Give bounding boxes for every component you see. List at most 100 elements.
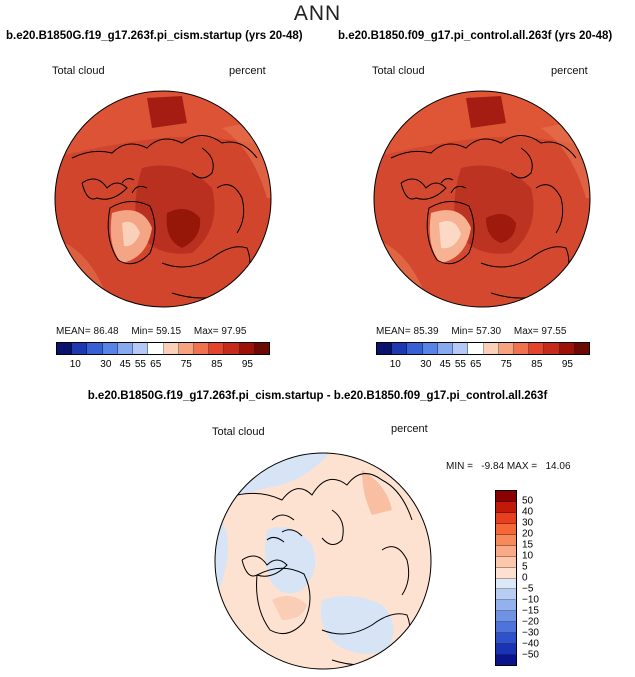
- panel-2-colorbar-tick-label: 95: [561, 359, 573, 370]
- panel-1-colorbar-segment: [57, 343, 73, 354]
- diff-map-background: [215, 453, 431, 669]
- panel-1-map-border: [54, 90, 272, 308]
- panel-2-colorbar-segment: [437, 343, 454, 354]
- diff-colorbar-tick-label: 50: [522, 495, 534, 507]
- panel-2-colorbar-segment: [544, 343, 560, 354]
- panel-1-colorbar-tick-label: 45: [119, 359, 131, 370]
- panel-2-stats: MEAN= 85.39 Min= 57.30 Max= 97.55: [376, 326, 566, 337]
- panel-1-mean-label: MEAN=: [56, 326, 91, 337]
- panel-2-min-value: 57.30: [476, 326, 502, 337]
- diff-colorbar-segment: [496, 567, 516, 579]
- panel-2-units-label: percent: [551, 65, 588, 77]
- panel-1-colorbar-tick-label: 30: [100, 359, 112, 370]
- panel-2-colorbar-tick-label: 65: [470, 359, 482, 370]
- diff-colorbar-segment: [496, 501, 516, 513]
- panel-1-colorbar-tick-label: 75: [180, 359, 192, 370]
- panel-2-colorbar-segment: [422, 343, 438, 354]
- diff-region-blue-siberia: [321, 596, 394, 654]
- panel-2-colorbar: [376, 342, 590, 355]
- diff-colorbar-segment: [496, 523, 516, 535]
- panel-1-coastlines: [71, 135, 258, 299]
- panel-2-colorbar-segment: [377, 343, 393, 354]
- panel-2-region-greenland-min: [439, 221, 461, 249]
- panel-2-colorbar-segment: [529, 343, 545, 354]
- diff-colorbar-tick-label: 0: [522, 572, 528, 584]
- panel-2-max-label: Max=: [513, 326, 539, 337]
- panel-1-stats: MEAN= 86.48 Min= 59.15 Max= 97.95: [56, 326, 246, 337]
- panel-2-colorbar-tick-label: 75: [500, 359, 512, 370]
- diff-colorbar: [495, 490, 517, 666]
- panel-2-colorbar-tick-label: 55: [454, 359, 466, 370]
- panel-1-colorbar-segment: [163, 343, 179, 354]
- panel-1-min-value: 59.15: [156, 326, 182, 337]
- diff-colorbar-tick-label: 10: [522, 550, 534, 562]
- panel-2-polar-map: [373, 90, 591, 308]
- panel-1-colorbar-tick-label: 10: [69, 359, 81, 370]
- panel-1-colorbar-segment: [178, 343, 194, 354]
- diff-minmax: MIN = -9.84 MAX = 14.06: [446, 461, 571, 472]
- panel-1-colorbar-segment: [87, 343, 103, 354]
- panel-2-colorbar-segment: [453, 343, 469, 354]
- panel-2-min-label: Min=: [451, 326, 474, 337]
- diff-colorbar-tick-label: −5: [522, 583, 534, 595]
- diff-colorbar-segment: [496, 491, 516, 502]
- panel-1-colorbar-tick-label: 95: [241, 359, 253, 370]
- diff-title: b.e20.B1850G.f19_g17.263f.pi_cism.startu…: [87, 390, 548, 402]
- diff-colorbar-tick-label: −30: [522, 627, 539, 639]
- panel-1-colorbar-segment: [133, 343, 149, 354]
- panel-2-max-value: 97.55: [541, 326, 567, 337]
- panel-1-min-label: Min=: [131, 326, 154, 337]
- panel-1-variable-label: Total cloud: [52, 65, 105, 77]
- diff-region-red-greenland: [272, 596, 307, 620]
- panel-2-region-max-patch: [466, 96, 506, 128]
- diff-polar-map: [214, 452, 432, 670]
- panel-1-region-max-patch: [147, 96, 187, 128]
- panel-1-colorbar-segment: [239, 343, 255, 354]
- panel-1-mean-value: 86.48: [93, 326, 119, 337]
- panel-1-title: b.e20.B1850G.f19_g17.263f.pi_cism.startu…: [6, 30, 303, 42]
- panel-1-units-label: percent: [229, 65, 266, 77]
- diff-region-red-patch: [362, 470, 392, 515]
- diff-colorbar-segment: [496, 655, 516, 665]
- panel-1-colorbar-segment: [193, 343, 210, 354]
- panel-1-colorbar-tick-label: 65: [150, 359, 162, 370]
- panel-1-colorbar-segment: [224, 343, 240, 354]
- panel-1-max-value: 97.95: [221, 326, 247, 337]
- panel-1-colorbar-segment: [209, 343, 225, 354]
- diff-map-border: [214, 452, 432, 670]
- panel-2-colorbar-tick-label: 85: [531, 359, 543, 370]
- panel-1-colorbar-segment: [72, 343, 88, 354]
- panel-1-region-dark-core: [166, 209, 201, 248]
- diff-colorbar-tick-label: −20: [522, 616, 539, 628]
- diff-units-label: percent: [391, 423, 428, 435]
- diff-colorbar-segment: [496, 556, 516, 568]
- diff-colorbar-ticks: 50 40 30 20 15 10 5 0 −5 −10 −15 −20 −30 −40 −50: [522, 490, 562, 666]
- diff-colorbar-segment: [496, 534, 516, 546]
- diff-colorbar-segment: [496, 611, 516, 623]
- panel-1-colorbar-segment: [102, 343, 118, 354]
- panel-2-colorbar-tick-label: 10: [389, 359, 401, 370]
- panel-1-colorbar-ticks: 10 30 45 55 65 75 85 95: [56, 359, 270, 373]
- panel-1-colorbar-tick-label: 85: [211, 359, 223, 370]
- diff-colorbar-tick-label: −50: [522, 649, 539, 661]
- panel-1-colorbar-tick-label: 55: [134, 359, 146, 370]
- panel-2-colorbar-tick-label: 45: [439, 359, 451, 370]
- panel-1-colorbar-segment: [148, 343, 164, 354]
- panel-1-colorbar-segment: [117, 343, 134, 354]
- panel-2-variable-label: Total cloud: [372, 65, 425, 77]
- diff-colorbar-segment: [496, 512, 516, 524]
- diff-colorbar-segment: [496, 589, 516, 601]
- panel-2-colorbar-tick-label: 30: [420, 359, 432, 370]
- diff-colorbar-segment: [496, 644, 516, 656]
- diff-colorbar-segment: [496, 578, 516, 590]
- panel-1-region-greenland-min: [122, 221, 140, 247]
- panel-2-mean-value: 85.39: [413, 326, 439, 337]
- diff-colorbar-segment: [496, 545, 516, 557]
- diff-colorbar-tick-label: 15: [522, 539, 534, 551]
- panel-2-colorbar-segment: [483, 343, 499, 354]
- panel-1-colorbar: [56, 342, 270, 355]
- panel-2-mean-label: MEAN=: [376, 326, 411, 337]
- diff-colorbar-tick-label: 5: [522, 561, 528, 573]
- panel-2-colorbar-segment: [392, 343, 408, 354]
- panel-2-region-dark-core: [486, 214, 516, 243]
